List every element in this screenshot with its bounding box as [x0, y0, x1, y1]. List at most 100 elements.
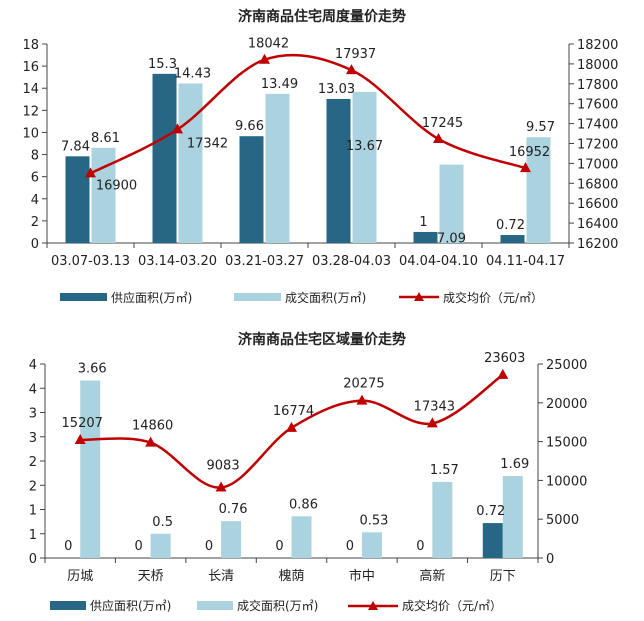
c2-category-label: 长清 — [208, 569, 234, 584]
c1-supply-value-label: 15.3 — [148, 57, 177, 72]
chart2-price-line — [74, 368, 509, 492]
c2-price-value-label: 17343 — [414, 399, 455, 414]
c1-category-label: 04.04-04.10 — [399, 254, 478, 269]
c2-left-tick-label: 0 — [29, 552, 37, 567]
c2-transaction-value-label: 0.76 — [219, 502, 248, 517]
c2-category-label: 槐荫 — [278, 568, 304, 584]
c2-transaction-value-label: 0.86 — [289, 497, 318, 512]
chart1-title: 济南商品住宅周度量价走势 — [238, 8, 406, 25]
c1-supply-bar — [326, 98, 351, 244]
c1-price-value-label: 17937 — [335, 47, 376, 62]
chart2-bars — [80, 380, 523, 558]
legend1-supply-label: 供应面积(万㎡) — [111, 290, 192, 305]
c1-transaction-value-label: 8.61 — [91, 131, 120, 146]
c2-transaction-value-label: 0.5 — [152, 515, 173, 530]
c2-right-tick-label: 10000 — [546, 474, 587, 489]
c1-transaction-bar — [526, 137, 551, 243]
c1-transaction-value-label: 13.67 — [346, 139, 383, 154]
legend1-transaction-swatch — [234, 293, 281, 301]
c2-price-marker — [497, 368, 509, 379]
c2-transaction-bar — [361, 532, 382, 558]
c2-left-tick-label: 1 — [29, 504, 37, 519]
weekly-price-volume-chart: 济南商品住宅周度量价走势 0 2 4 6 8 10 12 14 16 18 16200 16400 16… — [22, 8, 618, 305]
c1-price-marker — [433, 133, 444, 144]
c1-price-marker — [259, 53, 270, 64]
c1-supply-value-label: 9.66 — [235, 119, 264, 134]
c1-transaction-value-label: 7.09 — [437, 232, 466, 247]
c2-left-tick-label: 1 — [29, 528, 37, 543]
district-price-volume-chart: 济南商品住宅区域量价走势 0 1 1 2 2 3 3 4 4 0 5000 10000 15000 200… — [29, 331, 588, 613]
c1-price-value-label: 16952 — [509, 145, 550, 160]
c1-supply-value-label: 7.84 — [61, 139, 90, 154]
c1-price-curve — [89, 53, 526, 175]
c1-right-tick-label: 18000 — [577, 58, 618, 73]
c2-transaction-bar — [432, 481, 453, 558]
c2-price-value-label: 20275 — [343, 377, 384, 392]
c1-left-tick-label: 10 — [22, 126, 39, 141]
c1-left-tick-label: 4 — [31, 193, 39, 208]
c2-supply-value-label: 0 — [416, 539, 424, 554]
chart2-title: 济南商品住宅区域量价走势 — [238, 331, 406, 348]
c1-transaction-bar — [352, 91, 377, 244]
c1-right-tick-label: 17600 — [577, 98, 618, 113]
c2-price-marker — [74, 433, 86, 444]
c2-left-tick-label: 2 — [29, 479, 37, 494]
chart2-data-labels: 0 3.66 0 0.5 0 0.76 0 0.86 0 0.53 0 1.57 0.72 1.69 152… — [62, 351, 530, 554]
c2-transaction-value-label: 1.69 — [500, 457, 529, 472]
c2-right-tick-label: 0 — [546, 552, 554, 567]
legend2-price-label: 成交均价（元/㎡） — [402, 598, 502, 613]
c1-supply-value-label: 0.72 — [496, 218, 525, 233]
c1-category-label: 03.07-03.13 — [51, 254, 130, 269]
c1-supply-bar — [65, 156, 90, 243]
c2-transaction-bar — [502, 476, 523, 558]
c2-transaction-bar — [291, 516, 312, 558]
c2-supply-bar — [482, 523, 503, 558]
chart1-data-labels: 7.848.61 15.314.43 9.66 13.49 13.03 13.67 1 7.0… — [61, 37, 555, 247]
c1-left-tick-label: 16 — [22, 60, 39, 75]
c2-price-marker — [426, 417, 438, 428]
c1-right-tick-label: 16800 — [577, 177, 618, 192]
c1-left-tick-label: 14 — [22, 82, 39, 97]
c2-transaction-value-label: 0.53 — [359, 513, 388, 528]
c1-right-tick-label: 18200 — [577, 38, 618, 53]
c2-transaction-bar — [150, 533, 171, 558]
c2-transaction-bar — [80, 380, 101, 558]
c1-price-value-label: 18042 — [248, 37, 289, 52]
c2-category-label: 历下 — [490, 569, 516, 584]
c2-transaction-value-label: 1.57 — [430, 463, 459, 478]
legend2-transaction-label: 成交面积(万㎡) — [237, 598, 318, 613]
c2-right-tick-label: 15000 — [546, 436, 587, 451]
c1-left-tick-label: 0 — [31, 237, 39, 252]
c1-price-marker — [172, 123, 183, 134]
c1-right-tick-label: 17400 — [577, 118, 618, 133]
c1-supply-bar — [500, 235, 525, 243]
c1-right-tick-label: 16600 — [577, 197, 618, 212]
c1-category-label: 03.28-04.03 — [312, 254, 391, 269]
c1-right-tick-label: 17800 — [577, 78, 618, 93]
chart1-price-line — [85, 53, 531, 178]
c1-price-value-label: 17245 — [422, 116, 463, 131]
c1-price-value-label: 17342 — [187, 136, 228, 151]
c2-category-label: 天桥 — [138, 569, 164, 584]
c1-price-marker — [520, 162, 531, 173]
c1-left-tick-label: 2 — [31, 215, 39, 230]
c2-price-marker — [356, 394, 368, 405]
legend2-price-marker — [368, 601, 378, 610]
chart1-axes: 0 2 4 6 8 10 12 14 16 18 16200 16400 16600 16800 17000… — [22, 38, 618, 269]
chart1-bars — [65, 73, 551, 244]
c1-category-label: 03.21-03.27 — [225, 254, 304, 269]
c1-transaction-bar — [439, 164, 464, 243]
c2-price-marker — [145, 436, 157, 447]
c1-supply-bar — [152, 73, 177, 243]
legend2-transaction-swatch — [197, 601, 233, 610]
c1-right-tick-label: 17000 — [577, 157, 618, 172]
c2-left-tick-label: 4 — [29, 358, 37, 373]
c1-right-tick-label: 16200 — [577, 237, 618, 252]
c1-left-tick-label: 6 — [31, 171, 39, 186]
c1-transaction-bar — [178, 83, 203, 244]
legend2-supply-swatch — [50, 601, 86, 610]
c2-price-marker — [215, 481, 227, 492]
c2-category-label: 历城 — [67, 569, 93, 584]
chart2-axes: 0 1 1 2 2 3 3 4 4 0 5000 10000 15000 20000 25000 历城 天桥 长清… — [29, 358, 588, 584]
